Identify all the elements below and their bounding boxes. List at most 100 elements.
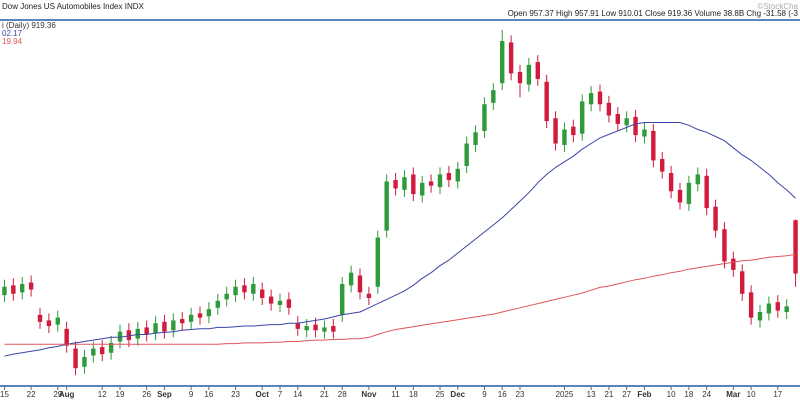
candle-body [651,130,656,161]
moving-average-line [4,122,796,357]
x-tick-label: 11 [391,390,400,399]
candle-body [11,285,16,294]
candle-body [100,347,105,355]
candle-body [322,327,327,332]
candle-body [704,175,709,209]
x-tick-label: Dec [450,390,465,399]
candle-body [384,181,389,231]
x-tick-label: Mar [726,390,740,399]
candle-body [206,309,212,317]
x-tick-label: 10 [667,390,676,399]
x-tick-label: 21 [320,390,329,399]
x-tick-label: Aug [59,390,75,399]
candle-body [731,258,736,270]
candle-body [162,321,167,332]
candle-body [722,229,727,262]
candle-body [580,101,585,134]
x-tick-label: 14 [293,390,302,399]
candle-body [606,102,612,116]
candle-body [117,331,123,342]
candle-body [2,286,7,296]
candle-body [544,81,549,122]
candle-body [713,206,718,231]
candle-body [660,158,665,172]
x-tick-label: Sep [157,390,172,399]
legend-entry: 02.17 [2,29,23,38]
candle-body [402,177,407,190]
candle-body [455,168,460,182]
candle-body [180,319,185,324]
candle-body [624,118,629,126]
candle-body [304,326,309,331]
candle-body [126,330,132,341]
x-tick-label: 18 [684,390,693,399]
x-tick-label: 16 [204,390,213,399]
candle-body [500,41,505,84]
candle-body [553,118,558,144]
candle-body [473,132,478,145]
candle-body [482,104,487,131]
candle-body [686,182,692,204]
x-tick-label: 2025 [556,390,574,399]
x-tick-label: 28 [338,390,347,399]
x-tick-label: 26 [142,390,151,399]
candle-body [562,129,567,145]
candle-body [633,116,638,136]
candle-body [286,299,292,308]
candle-body [393,180,398,189]
candle-body [428,181,434,186]
candle-body [37,314,43,322]
candle-body [251,283,256,294]
candle-body [668,173,674,192]
x-tick-label: 23 [231,390,240,399]
candle-body [224,293,229,300]
candle-body [366,293,372,298]
candle-body [64,328,69,346]
x-tick-label: 9 [189,390,194,399]
x-tick-label: 12 [98,390,107,399]
candle-body [108,342,114,353]
chart-title: Dow Jones US Automobiles Index INDX [2,2,145,11]
candle-body [313,324,318,331]
price-label: i (Daily) 919.36 [2,21,56,30]
candle-body [82,356,87,367]
candle-body [677,189,683,203]
x-tick-label: Oct [256,390,270,399]
x-tick-label: 29 [53,390,62,399]
candle-body [20,283,25,293]
candle-body [571,126,576,136]
candle-body [144,327,149,335]
candle-body [357,275,363,293]
candle-body [775,302,780,311]
candle-body [740,271,745,294]
x-tick-label: Nov [361,390,377,399]
x-tick-label: 9 [482,390,487,399]
candle-body [260,289,265,298]
x-tick-label: 13 [587,390,596,399]
candle-body [793,220,798,274]
candle-body [615,114,620,124]
x-tick-label: 19 [116,390,125,399]
candle-body [295,323,300,329]
candle-body [340,283,345,315]
candle-body [766,303,772,314]
candle-body [757,312,763,321]
candle-body [46,320,52,327]
candle-body [420,182,425,196]
x-tick-label: 24 [702,390,711,399]
candle-body [215,300,220,308]
candle-body [588,93,594,105]
candle-body [135,328,140,339]
candle-body [331,326,336,332]
x-tick-label: Feb [637,390,651,399]
x-tick-label: 18 [409,390,418,399]
candle-body [695,174,700,185]
candle-body [517,71,523,84]
candle-body [153,323,158,334]
candle-body [491,90,496,103]
candle-body [188,314,194,322]
candle-body [597,91,603,105]
x-tick-label: 27 [622,390,631,399]
